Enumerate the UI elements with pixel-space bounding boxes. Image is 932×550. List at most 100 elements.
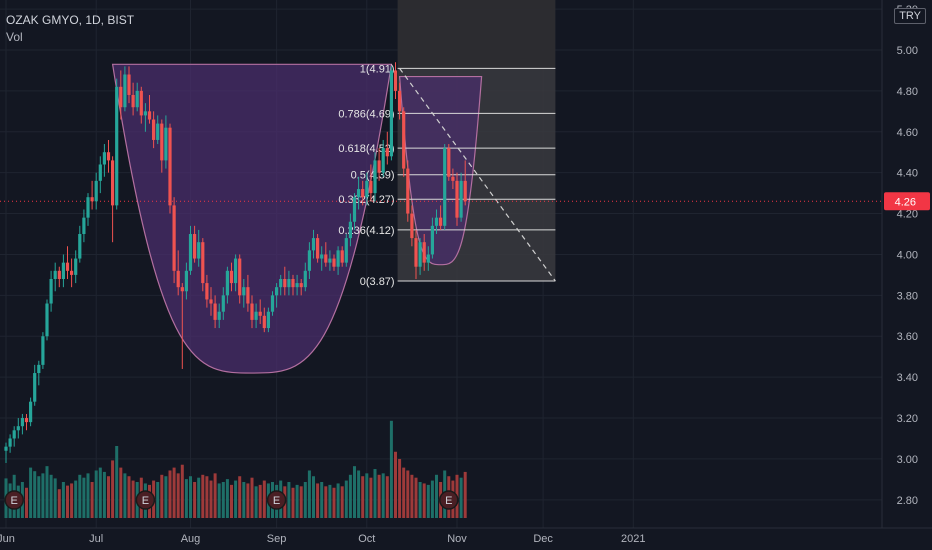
- candle-body: [238, 258, 242, 296]
- candle-body: [381, 148, 385, 173]
- candle-body: [303, 270, 307, 288]
- volume-bar: [172, 467, 176, 518]
- price-tick-label: 3.40: [897, 372, 918, 384]
- volume-bar: [344, 480, 348, 518]
- volume-bar: [365, 473, 369, 518]
- volume-bar: [119, 467, 123, 518]
- price-tick-label: 4.60: [897, 127, 918, 139]
- volume-bar: [70, 483, 74, 518]
- candle-body: [422, 242, 426, 263]
- candle-body: [197, 242, 201, 259]
- volume-bar: [385, 476, 389, 518]
- candle-body: [369, 180, 373, 194]
- volume-bar: [340, 486, 344, 518]
- candle-body: [316, 238, 320, 259]
- candle-body: [41, 336, 45, 365]
- candle-body: [434, 217, 439, 226]
- candle-body: [98, 164, 102, 181]
- earnings-marker: E: [4, 490, 24, 510]
- candle-body: [229, 270, 234, 284]
- earnings-marker: E: [135, 490, 156, 510]
- time-tick-label: Sep: [267, 533, 287, 545]
- candle-body: [242, 287, 246, 296]
- volume-bar: [295, 484, 299, 518]
- price-tick-label: 2.80: [897, 495, 918, 507]
- volume-bar: [246, 483, 250, 518]
- volume-bar: [164, 476, 168, 518]
- candle-body: [447, 148, 451, 177]
- price-tick-label: 3.20: [897, 413, 918, 425]
- volume-bar: [406, 470, 410, 518]
- volume-bar: [131, 480, 135, 518]
- candle-body: [365, 180, 369, 198]
- volume-bar: [221, 482, 225, 518]
- candle-body: [287, 278, 291, 288]
- candle-body: [70, 270, 74, 275]
- candle-body: [291, 278, 295, 288]
- volume-bars: [4, 420, 467, 518]
- volume-bar: [381, 473, 385, 518]
- candle-body: [344, 238, 348, 263]
- candle-body: [33, 373, 37, 402]
- currency-badge[interactable]: TRY: [894, 8, 926, 24]
- volume-bar: [398, 458, 402, 518]
- candle-body: [299, 283, 303, 288]
- candle-body: [90, 197, 94, 202]
- candle-body: [373, 160, 377, 194]
- candle-body: [439, 217, 443, 226]
- candle-body: [172, 205, 176, 271]
- candle-body: [283, 278, 287, 288]
- volume-bar: [53, 478, 57, 518]
- volume-bar: [160, 474, 164, 518]
- candle-body: [152, 119, 156, 140]
- candle-body: [94, 180, 98, 202]
- candle-body: [385, 148, 389, 157]
- candle-body: [127, 74, 131, 95]
- volume-bar: [389, 420, 393, 518]
- volume-bar: [414, 477, 418, 518]
- candle-body: [246, 287, 250, 304]
- earnings-label: E: [142, 495, 149, 507]
- candle-body: [225, 270, 229, 296]
- candle-body: [131, 94, 135, 108]
- candle-body: [111, 160, 115, 206]
- candle-body: [102, 152, 106, 165]
- candle-body: [430, 225, 434, 255]
- volume-bar: [238, 476, 242, 518]
- candle-body: [262, 315, 266, 329]
- time-tick-label: Oct: [358, 533, 375, 545]
- candle-body: [443, 148, 447, 226]
- price-tick-label: 3.00: [897, 454, 918, 466]
- candle-body: [336, 250, 340, 267]
- candle-body: [45, 303, 49, 337]
- fib-label: 1(4.91): [360, 63, 395, 75]
- candle-body: [115, 86, 119, 206]
- candle-body: [324, 254, 328, 263]
- volume-bar: [324, 486, 328, 518]
- volume-label: Vol: [6, 30, 23, 44]
- volume-bar: [123, 473, 127, 518]
- candle-body: [307, 250, 311, 271]
- candle-body: [37, 364, 41, 374]
- candle-body: [398, 90, 402, 112]
- volume-bar: [107, 476, 110, 518]
- volume-bar: [115, 446, 119, 518]
- volume-bar: [234, 480, 238, 518]
- earnings-circle: [4, 490, 24, 510]
- volume-bar: [353, 466, 356, 518]
- volume-bar: [57, 489, 61, 518]
- candle-body: [406, 168, 410, 214]
- candle-body: [156, 123, 160, 140]
- candle-body: [455, 180, 459, 218]
- candle-body: [221, 295, 225, 312]
- candle-body: [61, 262, 65, 279]
- volume-bar: [463, 471, 467, 518]
- candle-body: [147, 111, 152, 120]
- volume-bar: [90, 482, 94, 518]
- candle-body: [209, 299, 213, 304]
- volume-bar: [37, 476, 41, 518]
- price-tick-label: 4.80: [897, 86, 918, 98]
- volume-bar: [361, 476, 365, 518]
